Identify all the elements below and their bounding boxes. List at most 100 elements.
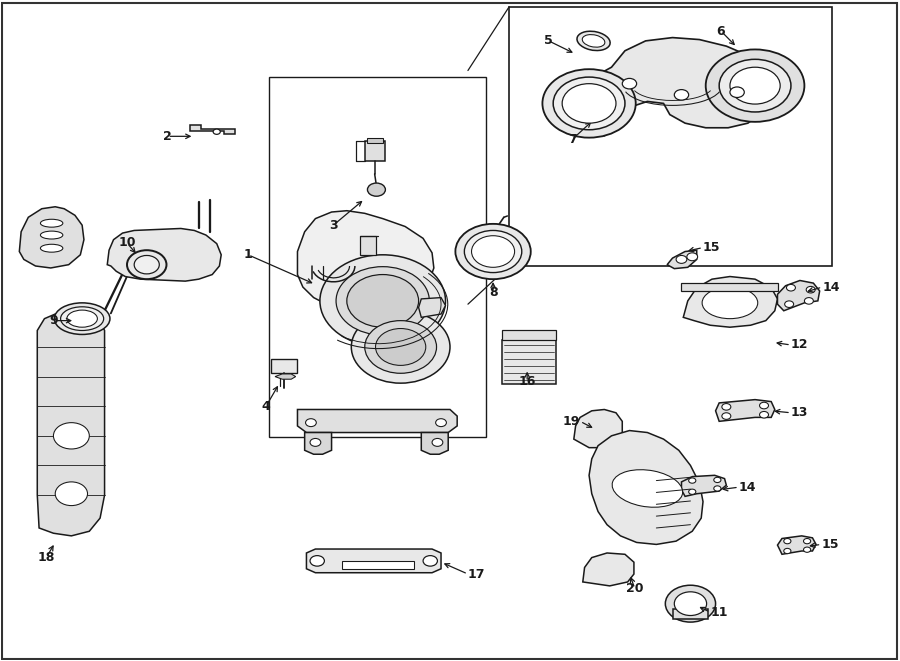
Ellipse shape xyxy=(40,245,63,253)
Bar xyxy=(364,141,384,161)
Circle shape xyxy=(472,236,515,267)
Polygon shape xyxy=(275,374,296,379)
Circle shape xyxy=(730,67,780,104)
Text: 12: 12 xyxy=(791,338,808,352)
Text: 11: 11 xyxy=(710,605,728,619)
Polygon shape xyxy=(592,38,773,136)
Ellipse shape xyxy=(40,231,63,239)
Polygon shape xyxy=(778,280,820,311)
Text: 15: 15 xyxy=(822,538,839,551)
Polygon shape xyxy=(19,207,84,268)
Text: 5: 5 xyxy=(544,34,554,48)
Bar xyxy=(342,561,414,568)
Circle shape xyxy=(784,539,791,544)
Circle shape xyxy=(674,90,688,100)
Bar xyxy=(502,340,556,385)
Circle shape xyxy=(722,404,731,410)
Polygon shape xyxy=(107,229,221,281)
Polygon shape xyxy=(298,211,434,312)
Circle shape xyxy=(346,274,418,327)
Polygon shape xyxy=(683,276,778,327)
Polygon shape xyxy=(418,297,446,317)
Circle shape xyxy=(688,478,696,483)
Text: 3: 3 xyxy=(329,219,338,232)
Circle shape xyxy=(455,224,531,279)
Bar xyxy=(360,237,376,254)
Circle shape xyxy=(53,422,89,449)
Polygon shape xyxy=(304,432,331,454)
Bar xyxy=(509,7,832,266)
Bar xyxy=(681,283,778,291)
Circle shape xyxy=(806,286,815,293)
Circle shape xyxy=(423,556,437,566)
Text: 14: 14 xyxy=(739,481,756,494)
Circle shape xyxy=(351,311,450,383)
Text: 14: 14 xyxy=(823,280,840,293)
Polygon shape xyxy=(574,409,622,447)
Text: 13: 13 xyxy=(791,407,808,419)
Circle shape xyxy=(730,87,744,97)
Bar xyxy=(366,137,382,143)
Text: 6: 6 xyxy=(716,24,725,38)
Circle shape xyxy=(305,418,316,426)
Polygon shape xyxy=(681,475,726,496)
Ellipse shape xyxy=(582,34,605,47)
Circle shape xyxy=(665,585,716,622)
Circle shape xyxy=(784,549,791,554)
Circle shape xyxy=(687,253,698,260)
Text: 20: 20 xyxy=(626,582,644,595)
Circle shape xyxy=(310,556,324,566)
Circle shape xyxy=(310,438,320,446)
Text: 10: 10 xyxy=(118,237,136,249)
Polygon shape xyxy=(298,409,457,432)
Text: 16: 16 xyxy=(518,375,536,389)
Circle shape xyxy=(785,301,794,307)
Circle shape xyxy=(719,59,791,112)
Polygon shape xyxy=(778,536,816,555)
Circle shape xyxy=(375,329,426,366)
Polygon shape xyxy=(667,251,697,268)
Circle shape xyxy=(364,321,436,373)
Polygon shape xyxy=(306,549,441,572)
Ellipse shape xyxy=(612,470,682,507)
Text: 4: 4 xyxy=(262,400,270,412)
Circle shape xyxy=(674,592,706,615)
Circle shape xyxy=(760,403,769,408)
Text: 1: 1 xyxy=(244,249,253,261)
Circle shape xyxy=(804,539,811,544)
Circle shape xyxy=(213,129,220,134)
Circle shape xyxy=(543,69,635,137)
Circle shape xyxy=(804,547,811,553)
Circle shape xyxy=(134,255,159,274)
Circle shape xyxy=(336,266,429,335)
Circle shape xyxy=(127,251,166,279)
Circle shape xyxy=(436,418,446,426)
Polygon shape xyxy=(37,312,104,536)
Polygon shape xyxy=(583,553,634,586)
Text: 17: 17 xyxy=(468,568,485,580)
Ellipse shape xyxy=(577,31,610,50)
Circle shape xyxy=(760,411,769,418)
Text: 7: 7 xyxy=(568,133,576,146)
Text: 18: 18 xyxy=(38,551,55,564)
Circle shape xyxy=(676,255,687,263)
Ellipse shape xyxy=(702,287,758,319)
Bar xyxy=(672,609,708,619)
Bar xyxy=(269,77,486,437)
Circle shape xyxy=(622,79,636,89)
Circle shape xyxy=(805,297,814,304)
Text: 9: 9 xyxy=(50,314,58,327)
Text: 8: 8 xyxy=(489,286,498,299)
Polygon shape xyxy=(590,430,703,545)
Circle shape xyxy=(432,438,443,446)
Text: 15: 15 xyxy=(703,241,721,254)
Circle shape xyxy=(722,412,731,419)
Text: 19: 19 xyxy=(562,415,580,428)
Bar xyxy=(502,330,556,340)
Polygon shape xyxy=(190,125,235,134)
Circle shape xyxy=(688,489,696,494)
Text: 2: 2 xyxy=(163,130,172,143)
Circle shape xyxy=(554,77,625,130)
Circle shape xyxy=(367,183,385,196)
Circle shape xyxy=(464,231,522,272)
